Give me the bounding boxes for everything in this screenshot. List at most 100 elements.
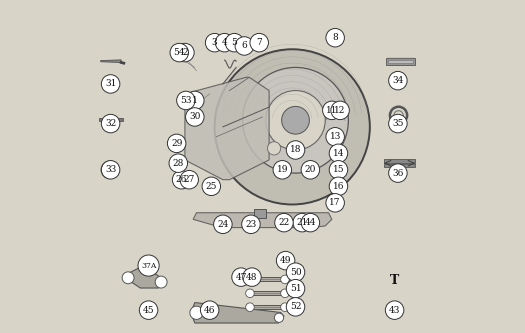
Circle shape xyxy=(205,33,224,52)
Text: 11: 11 xyxy=(326,106,338,115)
Circle shape xyxy=(388,164,407,182)
Text: 45: 45 xyxy=(143,306,154,315)
Circle shape xyxy=(138,255,159,276)
Circle shape xyxy=(293,213,311,232)
Text: 2: 2 xyxy=(182,48,188,57)
Circle shape xyxy=(185,108,204,126)
Text: 31: 31 xyxy=(105,80,116,89)
Circle shape xyxy=(326,128,344,146)
Circle shape xyxy=(281,303,289,311)
Circle shape xyxy=(273,161,291,179)
Circle shape xyxy=(225,33,244,52)
Text: 49: 49 xyxy=(280,256,291,265)
Circle shape xyxy=(388,71,407,90)
Text: 35: 35 xyxy=(392,119,404,128)
Text: 25: 25 xyxy=(206,182,217,191)
Circle shape xyxy=(155,276,167,288)
Text: 53: 53 xyxy=(180,96,192,105)
Text: 37A: 37A xyxy=(141,261,156,270)
Polygon shape xyxy=(185,77,269,180)
Text: 23: 23 xyxy=(245,220,257,229)
Text: 7: 7 xyxy=(256,38,262,47)
Polygon shape xyxy=(125,265,163,288)
Circle shape xyxy=(176,43,194,62)
Text: 24: 24 xyxy=(217,220,228,229)
Circle shape xyxy=(275,213,293,232)
Polygon shape xyxy=(246,291,289,295)
Text: 13: 13 xyxy=(330,132,341,141)
Circle shape xyxy=(326,28,344,47)
Circle shape xyxy=(250,33,268,52)
Text: 19: 19 xyxy=(277,165,288,174)
Text: 51: 51 xyxy=(290,284,301,293)
Circle shape xyxy=(331,101,349,120)
Circle shape xyxy=(214,215,232,233)
Text: 3: 3 xyxy=(212,38,217,47)
Text: 28: 28 xyxy=(173,159,184,168)
Text: 4: 4 xyxy=(222,38,227,47)
Text: 17: 17 xyxy=(329,198,341,207)
Text: 47: 47 xyxy=(235,273,247,282)
Circle shape xyxy=(267,142,281,155)
Circle shape xyxy=(281,289,289,298)
Text: 36: 36 xyxy=(392,168,404,177)
Text: 48: 48 xyxy=(246,273,258,282)
Polygon shape xyxy=(254,209,266,218)
Circle shape xyxy=(281,107,309,134)
Text: 21: 21 xyxy=(297,218,308,227)
Circle shape xyxy=(329,161,348,179)
Polygon shape xyxy=(384,164,415,167)
Text: 5: 5 xyxy=(232,38,237,47)
Circle shape xyxy=(169,154,187,172)
Text: 46: 46 xyxy=(204,306,215,315)
Text: 34: 34 xyxy=(392,76,404,85)
Circle shape xyxy=(276,251,295,270)
Circle shape xyxy=(301,213,320,232)
Circle shape xyxy=(185,91,204,110)
Text: 33: 33 xyxy=(105,165,116,174)
Circle shape xyxy=(326,193,344,212)
Polygon shape xyxy=(193,213,332,227)
Circle shape xyxy=(246,303,254,311)
Text: 27: 27 xyxy=(184,175,195,184)
Circle shape xyxy=(243,68,349,173)
Text: 29: 29 xyxy=(171,139,182,148)
Polygon shape xyxy=(384,159,415,163)
Circle shape xyxy=(235,37,254,55)
Circle shape xyxy=(286,141,305,159)
Circle shape xyxy=(101,75,120,93)
Circle shape xyxy=(243,268,261,286)
Text: 44: 44 xyxy=(304,218,316,227)
Circle shape xyxy=(172,170,191,189)
Text: 6: 6 xyxy=(242,42,247,51)
Circle shape xyxy=(242,215,260,233)
Circle shape xyxy=(286,263,305,281)
Text: 15: 15 xyxy=(333,165,344,174)
Circle shape xyxy=(266,91,326,150)
Circle shape xyxy=(167,134,186,153)
Text: 32: 32 xyxy=(105,119,116,128)
Circle shape xyxy=(246,275,254,284)
Circle shape xyxy=(246,289,254,298)
Circle shape xyxy=(180,170,198,189)
Text: 52: 52 xyxy=(290,302,301,311)
Circle shape xyxy=(190,306,203,319)
Circle shape xyxy=(139,301,158,319)
Polygon shape xyxy=(101,60,121,63)
Polygon shape xyxy=(191,303,284,323)
Text: 20: 20 xyxy=(304,165,316,174)
Text: 54: 54 xyxy=(173,48,185,57)
Circle shape xyxy=(122,272,134,284)
Polygon shape xyxy=(215,49,370,204)
Text: 43: 43 xyxy=(389,306,400,315)
Text: T: T xyxy=(390,274,399,287)
Circle shape xyxy=(301,161,320,179)
Circle shape xyxy=(286,279,305,298)
Text: 22: 22 xyxy=(278,218,290,227)
Polygon shape xyxy=(246,305,289,309)
Text: 16: 16 xyxy=(333,182,344,191)
Text: 1: 1 xyxy=(192,96,198,105)
Circle shape xyxy=(385,301,404,319)
Text: 14: 14 xyxy=(333,149,344,158)
Circle shape xyxy=(232,268,250,286)
